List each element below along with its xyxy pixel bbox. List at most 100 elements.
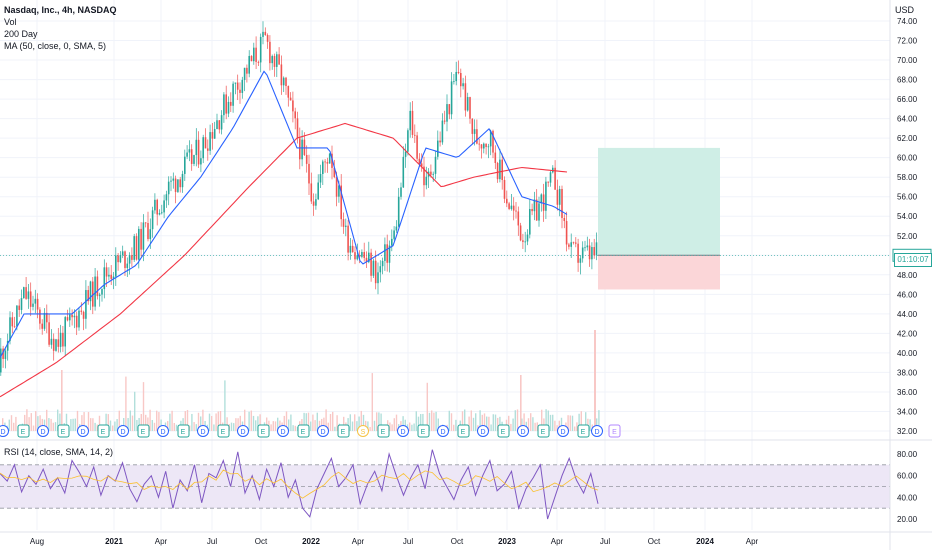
volume-bar: [109, 420, 112, 431]
volume-bar: [514, 410, 516, 431]
volume-bar: [70, 419, 72, 431]
candle: [535, 199, 538, 221]
candle: [218, 120, 221, 130]
volume-bar: [578, 413, 580, 431]
earnings-marker: [337, 424, 350, 438]
volume-bar: [395, 414, 398, 431]
event-marker-label: S: [361, 429, 366, 436]
volume-bar: [558, 420, 560, 431]
candle: [538, 203, 540, 221]
candle: [57, 339, 60, 347]
candle: [374, 260, 377, 284]
volume-bar: [475, 413, 477, 431]
candle: [561, 188, 563, 218]
volume-bar: [497, 417, 499, 431]
candle: [572, 242, 575, 244]
volume-bar: [83, 412, 85, 431]
candle: [356, 255, 359, 260]
volume-bar: [492, 414, 494, 431]
volume-bar: [149, 409, 151, 431]
candle: [384, 244, 386, 261]
volume-bar: [2, 418, 4, 431]
volume-bar: [494, 414, 497, 431]
volume-bar: [569, 415, 571, 431]
candle: [446, 104, 448, 122]
candle: [354, 252, 356, 260]
dividend-marker: [117, 425, 129, 437]
ma50-legend[interactable]: MA (50, close, 0, SMA, 5): [4, 41, 107, 51]
candle: [441, 120, 444, 143]
candle: [23, 287, 25, 299]
event-marker: E: [337, 424, 350, 438]
vol-legend[interactable]: Vol: [4, 17, 17, 27]
event-marker-label: E: [261, 429, 266, 436]
candle: [549, 172, 552, 183]
candle: [395, 226, 398, 231]
candle: [466, 97, 469, 111]
volume-bar: [461, 411, 464, 431]
candle: [151, 210, 154, 230]
earnings-marker: [257, 424, 270, 438]
event-marker: D: [237, 425, 249, 437]
volume-bar: [426, 382, 428, 431]
candle: [347, 225, 349, 253]
candle: [506, 198, 508, 204]
candle: [43, 312, 46, 329]
volume-bar: [356, 421, 358, 431]
volume-bar: [208, 413, 211, 431]
candle: [50, 338, 53, 345]
candle: [29, 291, 32, 307]
candle: [52, 338, 55, 351]
volume-bar: [433, 412, 435, 431]
volume-bar: [138, 417, 140, 431]
candle: [2, 348, 4, 359]
volume-bar: [127, 418, 129, 431]
volume-bar: [213, 424, 215, 431]
event-marker-label: D: [320, 429, 325, 436]
earnings-marker: [217, 424, 230, 438]
event-marker-label: D: [80, 429, 85, 436]
candle: [593, 247, 595, 256]
volume-bar: [380, 413, 382, 431]
candle: [510, 205, 513, 209]
candle: [324, 161, 326, 163]
candle: [161, 212, 163, 214]
price-axis-label: 74.00: [897, 17, 918, 26]
event-marker: D: [317, 425, 329, 437]
event-marker: D: [557, 425, 569, 437]
earnings-marker: [297, 424, 310, 438]
event-marker: E: [177, 424, 190, 438]
volume-bar: [508, 415, 510, 431]
candle: [361, 252, 363, 257]
volume-bar: [532, 417, 534, 431]
volume-bar: [571, 415, 574, 431]
candle: [264, 31, 267, 35]
candle: [565, 221, 568, 245]
time-axis-label: Apr: [155, 537, 168, 546]
candle: [190, 149, 193, 164]
volume-bar: [314, 420, 316, 431]
dividend-marker: [397, 425, 409, 437]
candle: [59, 332, 62, 347]
candle: [71, 314, 73, 318]
volume-bar: [167, 421, 169, 431]
candle: [149, 229, 152, 240]
price-axis-label: 56.00: [897, 193, 918, 202]
candle: [121, 251, 124, 256]
event-marker: E: [97, 424, 110, 438]
candle: [508, 203, 510, 209]
earnings-marker: [177, 424, 190, 438]
event-marker: S: [357, 425, 369, 437]
candle: [156, 199, 158, 215]
ma200-legend[interactable]: 200 Day: [4, 29, 38, 39]
symbol-title[interactable]: Nasdaq, Inc., 4h, NASDAQ: [4, 5, 117, 15]
candle: [285, 77, 287, 87]
rsi-legend[interactable]: RSI (14, close, SMA, 14, 2): [4, 447, 114, 457]
candle: [36, 298, 39, 310]
dividend-marker: [477, 425, 489, 437]
candle: [94, 276, 96, 307]
candle: [338, 185, 340, 197]
candle: [591, 247, 593, 260]
candle: [397, 196, 400, 227]
